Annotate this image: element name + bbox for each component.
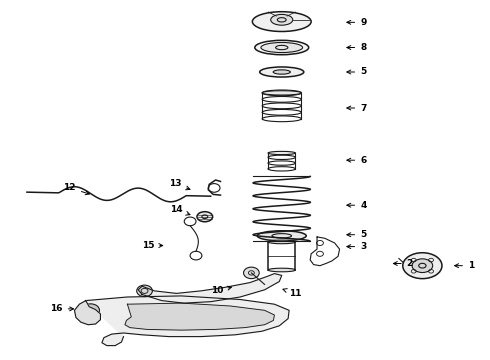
Polygon shape (74, 301, 100, 325)
Ellipse shape (257, 231, 306, 241)
Ellipse shape (197, 212, 213, 222)
Circle shape (244, 267, 259, 279)
Ellipse shape (260, 67, 304, 77)
Ellipse shape (268, 240, 295, 244)
Text: 4: 4 (347, 201, 367, 210)
Text: 2: 2 (393, 259, 413, 268)
Text: 12: 12 (63, 184, 89, 195)
Text: 7: 7 (347, 104, 367, 112)
Text: 13: 13 (169, 179, 190, 190)
Ellipse shape (403, 253, 442, 279)
Text: 15: 15 (142, 241, 163, 250)
Text: 5: 5 (347, 230, 367, 239)
Ellipse shape (252, 12, 311, 31)
Text: 6: 6 (347, 156, 367, 165)
Text: 11: 11 (283, 289, 302, 298)
Text: 14: 14 (170, 205, 190, 215)
Text: 16: 16 (50, 305, 74, 313)
Ellipse shape (270, 14, 293, 25)
Text: 3: 3 (347, 242, 367, 251)
Polygon shape (125, 303, 274, 330)
Polygon shape (86, 296, 289, 346)
Ellipse shape (268, 151, 295, 154)
Ellipse shape (255, 40, 309, 55)
Ellipse shape (412, 259, 433, 273)
Polygon shape (138, 274, 282, 303)
Text: 5: 5 (347, 68, 367, 77)
Text: 1: 1 (455, 261, 474, 270)
Ellipse shape (273, 70, 290, 74)
Ellipse shape (261, 42, 302, 53)
Circle shape (137, 285, 152, 297)
Ellipse shape (262, 91, 301, 95)
Ellipse shape (268, 268, 295, 272)
Text: 8: 8 (347, 43, 367, 52)
Text: 9: 9 (347, 18, 367, 27)
Text: 10: 10 (211, 286, 231, 295)
Circle shape (82, 304, 99, 317)
